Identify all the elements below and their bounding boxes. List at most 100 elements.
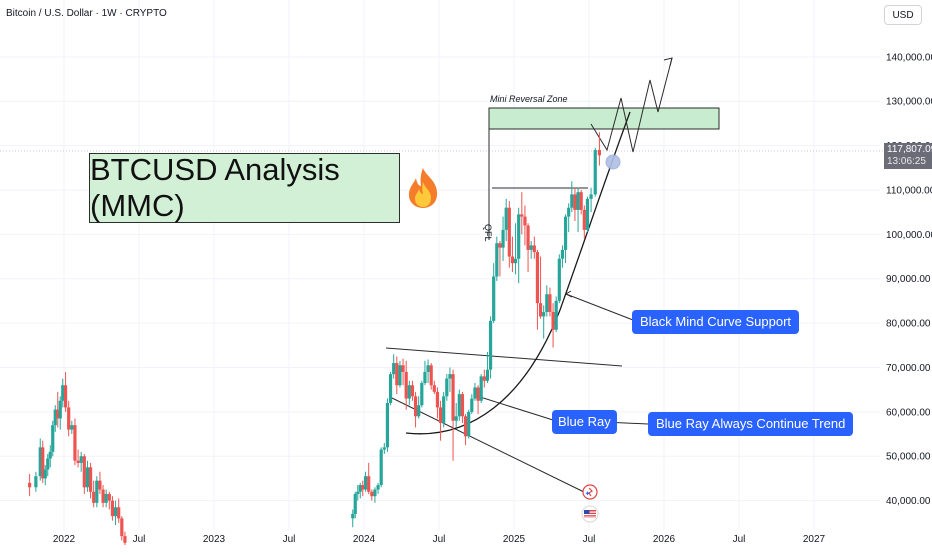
candle[interactable] bbox=[442, 391, 446, 428]
candle[interactable] bbox=[370, 489, 374, 501]
candle[interactable] bbox=[492, 263, 496, 324]
candle[interactable] bbox=[95, 476, 99, 508]
analysis-title-box[interactable]: BTCUSD Analysis (MMC) bbox=[89, 152, 400, 223]
candle[interactable] bbox=[576, 187, 580, 233]
candle[interactable] bbox=[557, 254, 561, 304]
candle[interactable] bbox=[110, 496, 115, 521]
candle[interactable] bbox=[585, 196, 590, 233]
candle[interactable] bbox=[101, 485, 105, 508]
blue-ray-label[interactable]: Blue Ray bbox=[552, 410, 617, 434]
candle[interactable] bbox=[438, 400, 443, 441]
candle[interactable] bbox=[448, 367, 452, 392]
candle[interactable] bbox=[363, 471, 368, 492]
candle[interactable] bbox=[432, 380, 436, 395]
candle[interactable] bbox=[398, 360, 402, 388]
candle[interactable] bbox=[92, 480, 96, 508]
candle[interactable] bbox=[356, 485, 360, 501]
candle[interactable] bbox=[104, 489, 108, 508]
candle[interactable] bbox=[554, 296, 558, 332]
candle[interactable] bbox=[88, 462, 93, 499]
candle[interactable] bbox=[488, 316, 493, 379]
candle[interactable] bbox=[63, 371, 68, 412]
candle[interactable] bbox=[51, 420, 55, 457]
candle[interactable] bbox=[401, 358, 405, 386]
candle[interactable] bbox=[501, 216, 505, 261]
candle[interactable] bbox=[34, 471, 38, 492]
candle[interactable] bbox=[123, 531, 127, 545]
candle[interactable] bbox=[470, 394, 474, 415]
candle[interactable] bbox=[107, 491, 111, 510]
candle[interactable] bbox=[510, 236, 515, 273]
candle[interactable] bbox=[61, 378, 65, 408]
candle[interactable] bbox=[53, 405, 57, 432]
candle[interactable] bbox=[570, 181, 574, 213]
candle[interactable] bbox=[395, 356, 399, 395]
candle[interactable] bbox=[517, 207, 521, 284]
candle[interactable] bbox=[535, 249, 540, 330]
candle[interactable] bbox=[507, 201, 511, 268]
candle[interactable] bbox=[567, 203, 571, 233]
candle[interactable] bbox=[376, 482, 380, 494]
candle[interactable] bbox=[407, 380, 411, 406]
candle[interactable] bbox=[73, 418, 77, 466]
candle[interactable] bbox=[597, 132, 602, 166]
candle[interactable] bbox=[548, 287, 552, 317]
candle[interactable] bbox=[382, 442, 386, 455]
candle[interactable] bbox=[532, 236, 536, 259]
candle[interactable] bbox=[593, 147, 597, 197]
candle[interactable] bbox=[542, 305, 546, 339]
candle[interactable] bbox=[413, 391, 418, 428]
candle[interactable] bbox=[76, 449, 80, 468]
candle[interactable] bbox=[563, 214, 568, 264]
candle[interactable] bbox=[460, 391, 465, 423]
candle[interactable] bbox=[473, 383, 477, 401]
candle[interactable] bbox=[379, 447, 383, 488]
candle[interactable] bbox=[410, 380, 415, 401]
candle[interactable] bbox=[38, 438, 42, 481]
candle[interactable] bbox=[523, 205, 527, 246]
candle[interactable] bbox=[551, 303, 555, 348]
candle[interactable] bbox=[98, 471, 102, 494]
candle[interactable] bbox=[467, 409, 471, 439]
candle[interactable] bbox=[120, 516, 124, 541]
candle[interactable] bbox=[451, 369, 455, 461]
candle[interactable] bbox=[404, 360, 408, 410]
candle[interactable] bbox=[582, 205, 586, 239]
candle[interactable] bbox=[463, 414, 468, 446]
candle[interactable] bbox=[56, 391, 60, 428]
candle[interactable] bbox=[476, 385, 480, 415]
candle[interactable] bbox=[538, 256, 543, 319]
candle[interactable] bbox=[43, 465, 47, 486]
candle[interactable] bbox=[28, 473, 32, 497]
candle[interactable] bbox=[79, 451, 83, 472]
candle[interactable] bbox=[429, 363, 433, 390]
candle[interactable] bbox=[482, 369, 486, 388]
currency-button[interactable]: USD bbox=[884, 5, 922, 25]
candle[interactable] bbox=[498, 240, 502, 277]
candle[interactable] bbox=[117, 498, 121, 523]
candle[interactable] bbox=[417, 396, 421, 419]
candle[interactable] bbox=[41, 440, 45, 483]
candle[interactable] bbox=[445, 374, 449, 401]
candle[interactable] bbox=[479, 374, 483, 403]
candle[interactable] bbox=[70, 420, 74, 435]
candle[interactable] bbox=[67, 400, 71, 437]
candle[interactable] bbox=[504, 198, 508, 241]
candle[interactable] bbox=[485, 351, 490, 384]
candle[interactable] bbox=[560, 245, 565, 268]
candle[interactable] bbox=[82, 454, 86, 494]
candle[interactable] bbox=[385, 398, 390, 452]
candle[interactable] bbox=[358, 482, 362, 499]
candle[interactable] bbox=[113, 500, 118, 526]
candle[interactable] bbox=[351, 509, 355, 528]
candle[interactable] bbox=[495, 236, 499, 281]
candle[interactable] bbox=[423, 360, 427, 386]
candle[interactable] bbox=[46, 454, 50, 477]
candle[interactable] bbox=[392, 354, 396, 379]
candle[interactable] bbox=[526, 223, 530, 273]
candle[interactable] bbox=[513, 223, 518, 275]
candle[interactable] bbox=[520, 192, 524, 235]
candle[interactable] bbox=[353, 491, 357, 519]
candle[interactable] bbox=[529, 240, 533, 259]
